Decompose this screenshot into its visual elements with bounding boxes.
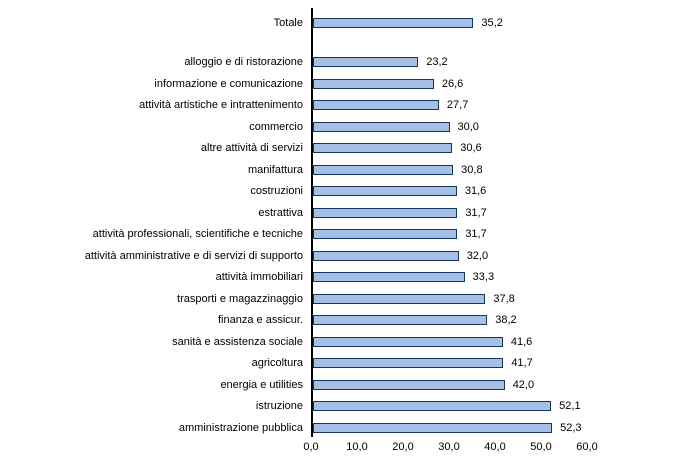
chart-row: attività immobiliari 33,3 xyxy=(0,266,700,288)
chart-row: attività amministrative e di servizi di … xyxy=(0,245,700,267)
bar xyxy=(312,186,457,196)
chart-row: istruzione 52,1 xyxy=(0,395,700,417)
x-tick-label: 60,0 xyxy=(576,441,598,453)
bar xyxy=(312,78,434,89)
category-label: finanza e assicur. xyxy=(218,314,303,326)
value-label: 31,7 xyxy=(465,228,487,240)
bar xyxy=(312,121,450,132)
value-label: 31,7 xyxy=(465,206,487,219)
bar xyxy=(312,401,552,411)
bar xyxy=(312,379,505,390)
bar xyxy=(312,57,419,67)
value-label: 35,2 xyxy=(481,16,503,29)
chart-row: energia e utilities 42,0 xyxy=(0,374,700,396)
chart-row: Totale 35,2 xyxy=(0,12,700,34)
chart-row: amministrazione pubblica 52,3 xyxy=(0,417,700,439)
value-label: 27,7 xyxy=(446,99,469,111)
category-label: commercio xyxy=(249,120,303,133)
x-tick-label: 30,0 xyxy=(438,441,460,453)
category-label: estrattiva xyxy=(258,206,303,219)
category-label: attività artistiche e intrattenimento xyxy=(139,99,303,111)
value-label: 41,6 xyxy=(510,335,533,348)
category-label: alloggio e di ristorazione xyxy=(184,56,303,68)
chart-row: informazione e comunicazione 26,6 xyxy=(0,73,700,95)
value-label: 38,2 xyxy=(495,314,517,326)
x-tick-label: 10,0 xyxy=(346,441,368,453)
bar xyxy=(312,315,488,325)
chart-row: attività professionali, scientifiche e t… xyxy=(0,223,700,245)
chart-row: alloggio e di ristorazione 23,2 xyxy=(0,51,700,73)
value-label: 30,6 xyxy=(460,142,482,154)
value-label: 52,3 xyxy=(560,421,582,434)
category-label: attività amministrative e di servizi di … xyxy=(84,249,303,262)
bar xyxy=(312,229,458,239)
category-label: istruzione xyxy=(255,400,303,412)
category-label: amministrazione pubblica xyxy=(178,421,303,434)
x-tick-label: 40,0 xyxy=(484,441,506,453)
bar xyxy=(312,164,454,175)
category-label: energia e utilities xyxy=(220,378,303,391)
category-label: manifattura xyxy=(247,163,303,176)
bar xyxy=(312,100,439,110)
chart-row: finanza e assicur. 38,2 xyxy=(0,309,700,331)
chart-row: manifattura 30,8 xyxy=(0,159,700,181)
value-label: 32,0 xyxy=(466,249,489,262)
value-label: 52,1 xyxy=(559,400,581,412)
bar xyxy=(312,293,486,304)
bar xyxy=(312,336,503,347)
category-label: Totale xyxy=(273,16,303,29)
x-tick-label: 50,0 xyxy=(530,441,552,453)
bar xyxy=(312,17,474,28)
value-label: 42,0 xyxy=(512,378,535,391)
chart-row: agricoltura 41,7 xyxy=(0,352,700,374)
category-label: trasporti e magazzinaggio xyxy=(177,292,303,305)
x-tick-label: 0,0 xyxy=(303,441,319,453)
bar xyxy=(312,250,459,261)
value-label: 30,0 xyxy=(457,120,479,133)
bar xyxy=(312,272,465,282)
chart-row: attività artistiche e intrattenimento 27,… xyxy=(0,94,700,116)
value-label: 37,8 xyxy=(493,292,515,305)
value-label: 23,2 xyxy=(426,56,448,68)
chart-row: commercio 30,0 xyxy=(0,116,700,138)
x-axis-tick-labels: 0,0 10,0 20,0 30,0 40,0 50,0 60,0 xyxy=(0,441,700,455)
x-tick-label: 20,0 xyxy=(392,441,414,453)
value-label: 33,3 xyxy=(472,271,495,283)
category-label: agricoltura xyxy=(251,357,303,369)
chart-row: altre attività di servizi 30,6 xyxy=(0,137,700,159)
y-axis-line xyxy=(311,8,313,437)
chart-row: estrattiva 31,7 xyxy=(0,202,700,224)
value-label: 41,7 xyxy=(511,357,533,369)
category-label: informazione e comunicazione xyxy=(154,77,303,90)
category-label: sanità e assistenza sociale xyxy=(172,335,303,348)
bar xyxy=(312,422,553,433)
bar xyxy=(312,207,458,218)
bar xyxy=(312,143,453,153)
value-label: 26,6 xyxy=(441,77,464,90)
category-label: altre attività di servizi xyxy=(200,142,303,154)
value-label: 31,6 xyxy=(464,185,487,197)
chart-row: trasporti e magazzinaggio 37,8 xyxy=(0,288,700,310)
category-label: attività immobiliari xyxy=(215,271,303,283)
category-label: costruzioni xyxy=(250,185,303,197)
chart-row: costruzioni 31,6 xyxy=(0,180,700,202)
bar xyxy=(312,358,504,368)
category-label: attività professionali, scientifiche e t… xyxy=(92,228,303,240)
value-label: 30,8 xyxy=(461,163,483,176)
chart-row: sanità e assistenza sociale 41,6 xyxy=(0,331,700,353)
